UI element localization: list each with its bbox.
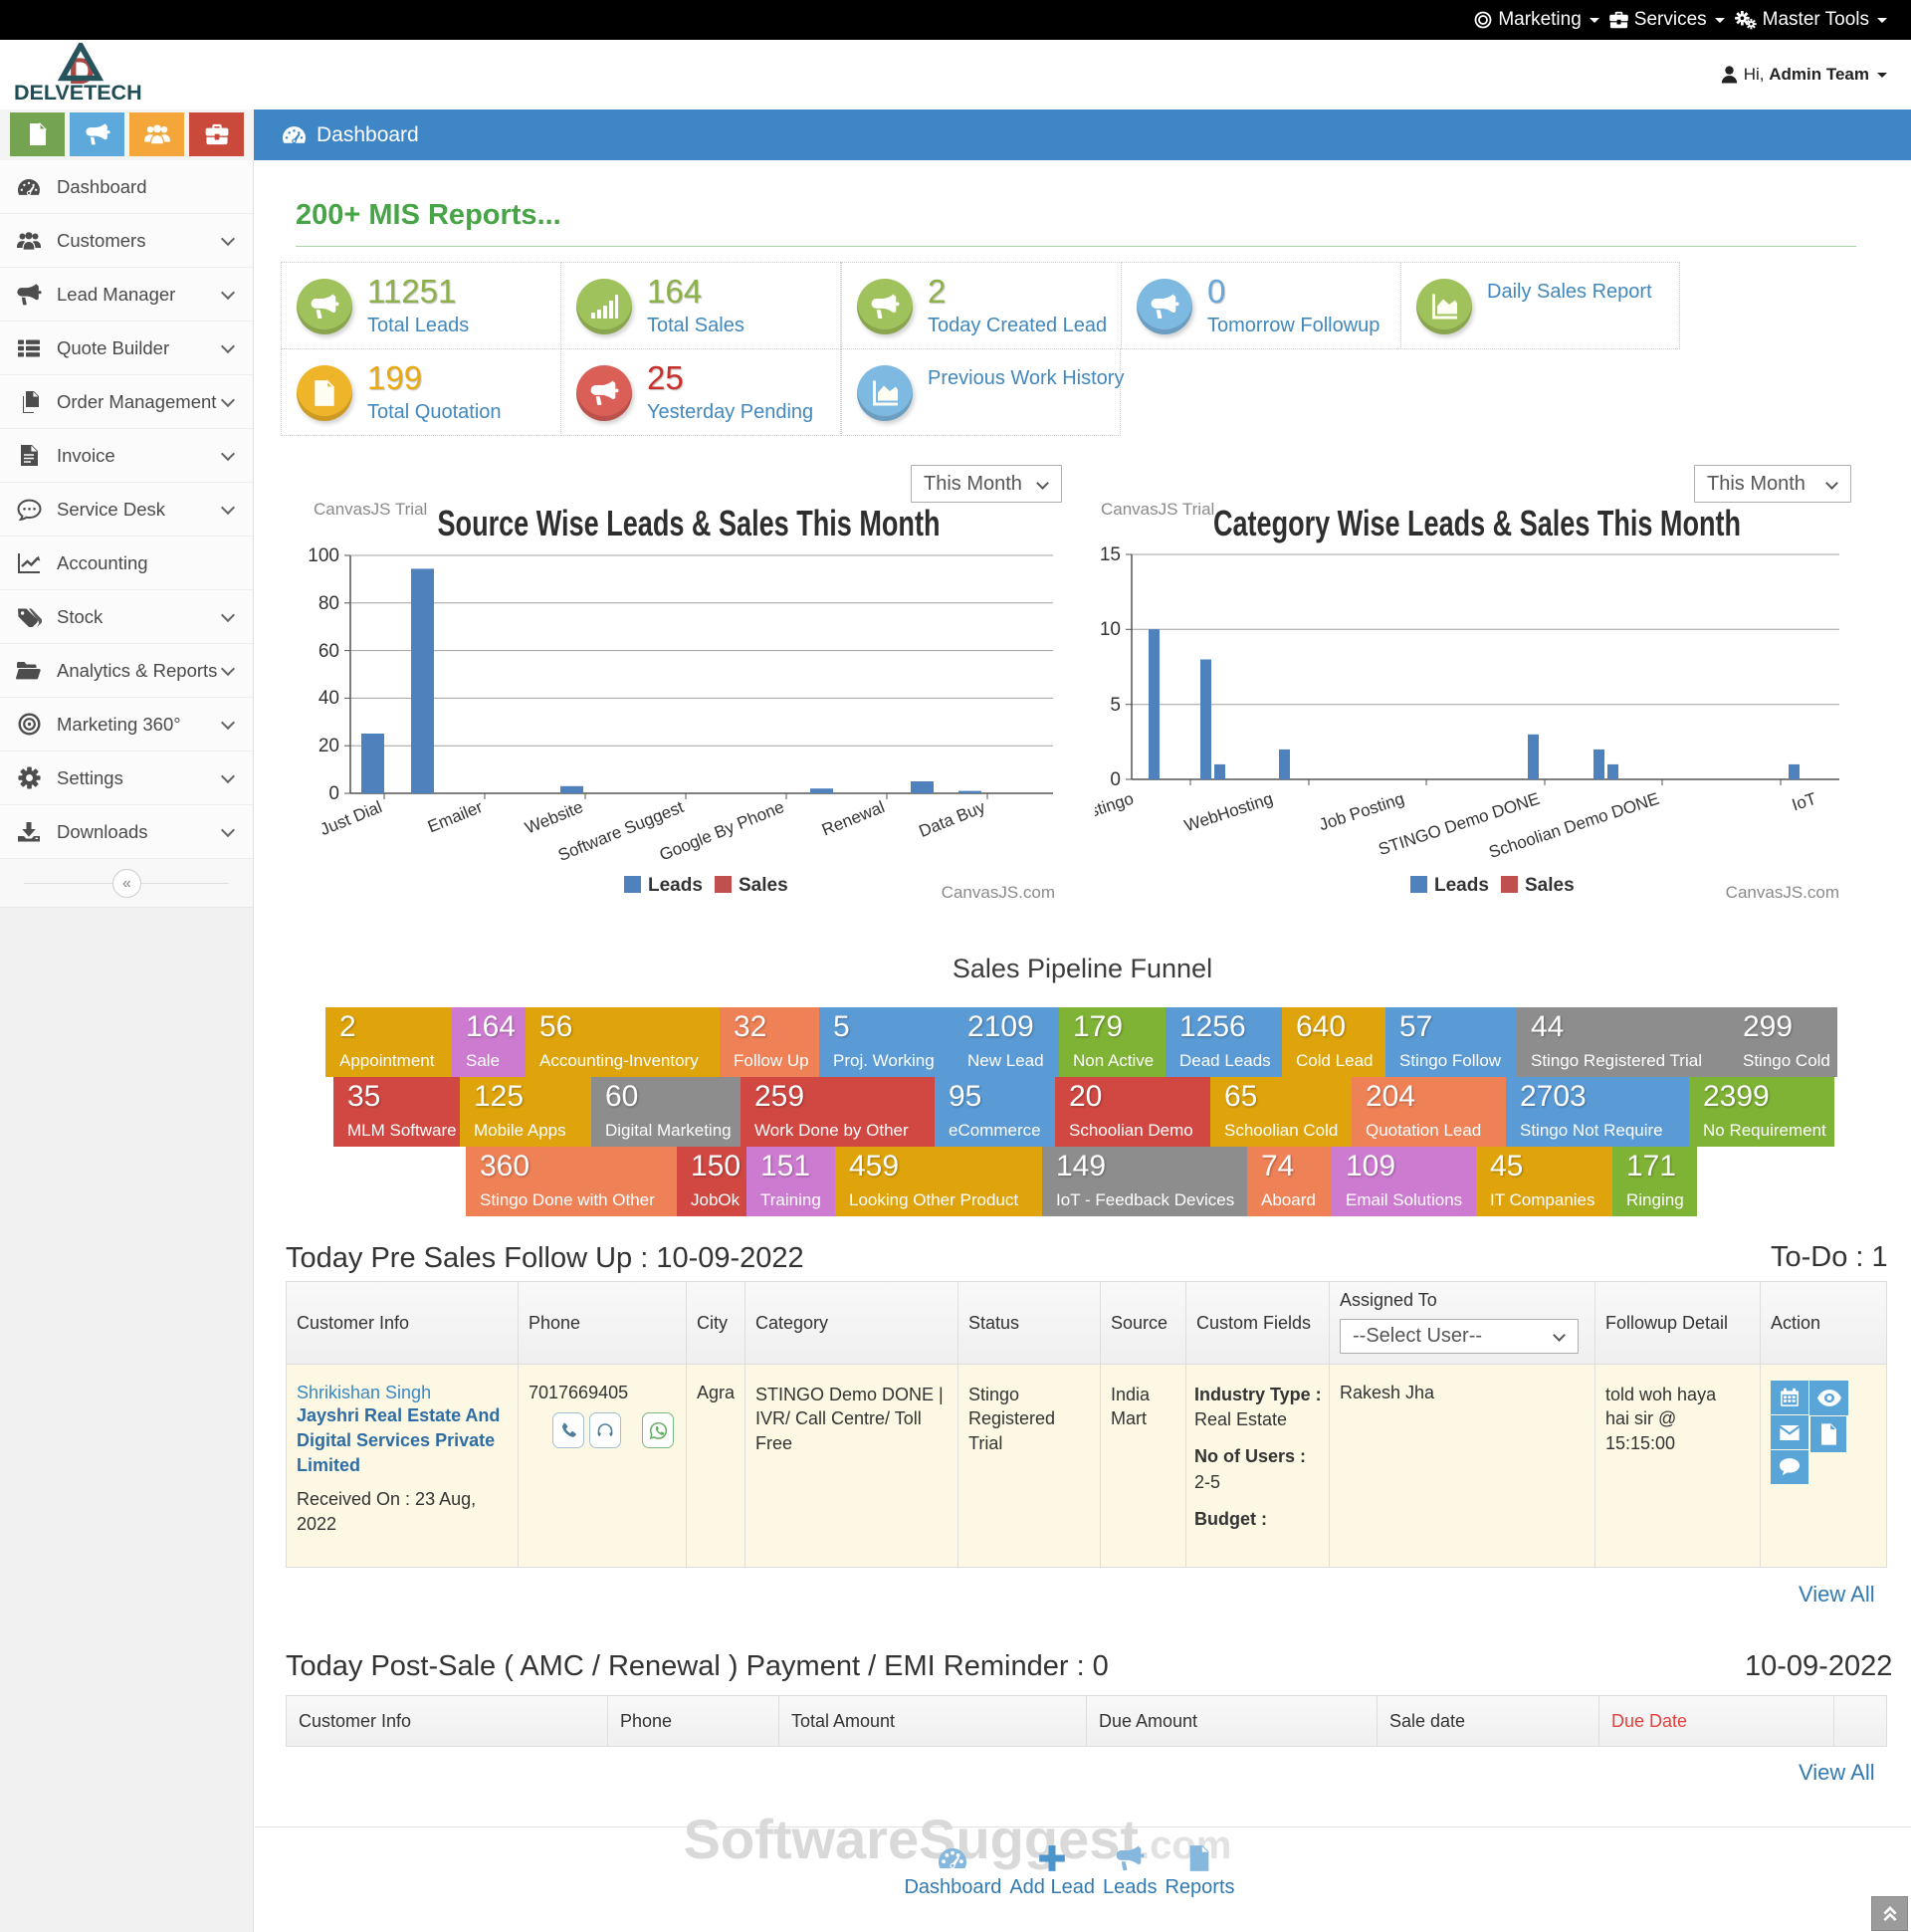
svg-text:Leads: Leads (1434, 875, 1489, 896)
svg-text:Leads: Leads (648, 875, 703, 896)
svg-text:0: 0 (328, 783, 339, 804)
svg-text:15: 15 (1100, 544, 1121, 565)
svg-text:Source Wise Leads & Sales This: Source Wise Leads & Sales This Month (438, 503, 941, 543)
svg-text:Category Wise Leads & Sales Th: Category Wise Leads & Sales This Month (1213, 503, 1741, 543)
svg-text:IoT: IoT (1790, 789, 1818, 815)
svg-text:CanvasJS.com: CanvasJS.com (942, 883, 1055, 902)
svg-text:Renewal: Renewal (819, 797, 887, 839)
svg-text:Sales: Sales (739, 875, 788, 896)
svg-text:Job Posting: Job Posting (1317, 789, 1406, 835)
svg-text:CanvasJS.com: CanvasJS.com (1726, 883, 1839, 902)
svg-text:0: 0 (1110, 769, 1121, 790)
svg-text:80: 80 (318, 593, 339, 614)
svg-text:WebHosting: WebHosting (1182, 789, 1276, 836)
svg-text:100: 100 (308, 545, 339, 566)
svg-text:20: 20 (318, 736, 339, 756)
svg-text:Sales: Sales (1525, 875, 1575, 896)
svg-text:Website: Website (523, 797, 586, 838)
svg-text:stingo: stingo (1095, 789, 1136, 821)
svg-text:Data Buy: Data Buy (917, 797, 988, 841)
svg-text:Just Dial: Just Dial (318, 797, 385, 839)
svg-text:60: 60 (318, 641, 339, 662)
svg-text:Emailer: Emailer (425, 797, 486, 836)
svg-text:10: 10 (1100, 619, 1121, 640)
svg-text:CanvasJS Trial: CanvasJS Trial (314, 500, 427, 519)
svg-text:5: 5 (1110, 695, 1121, 716)
svg-text:CanvasJS Trial: CanvasJS Trial (1101, 500, 1214, 519)
svg-text:DELVETECH: DELVETECH (14, 81, 142, 105)
svg-text:40: 40 (318, 688, 339, 709)
